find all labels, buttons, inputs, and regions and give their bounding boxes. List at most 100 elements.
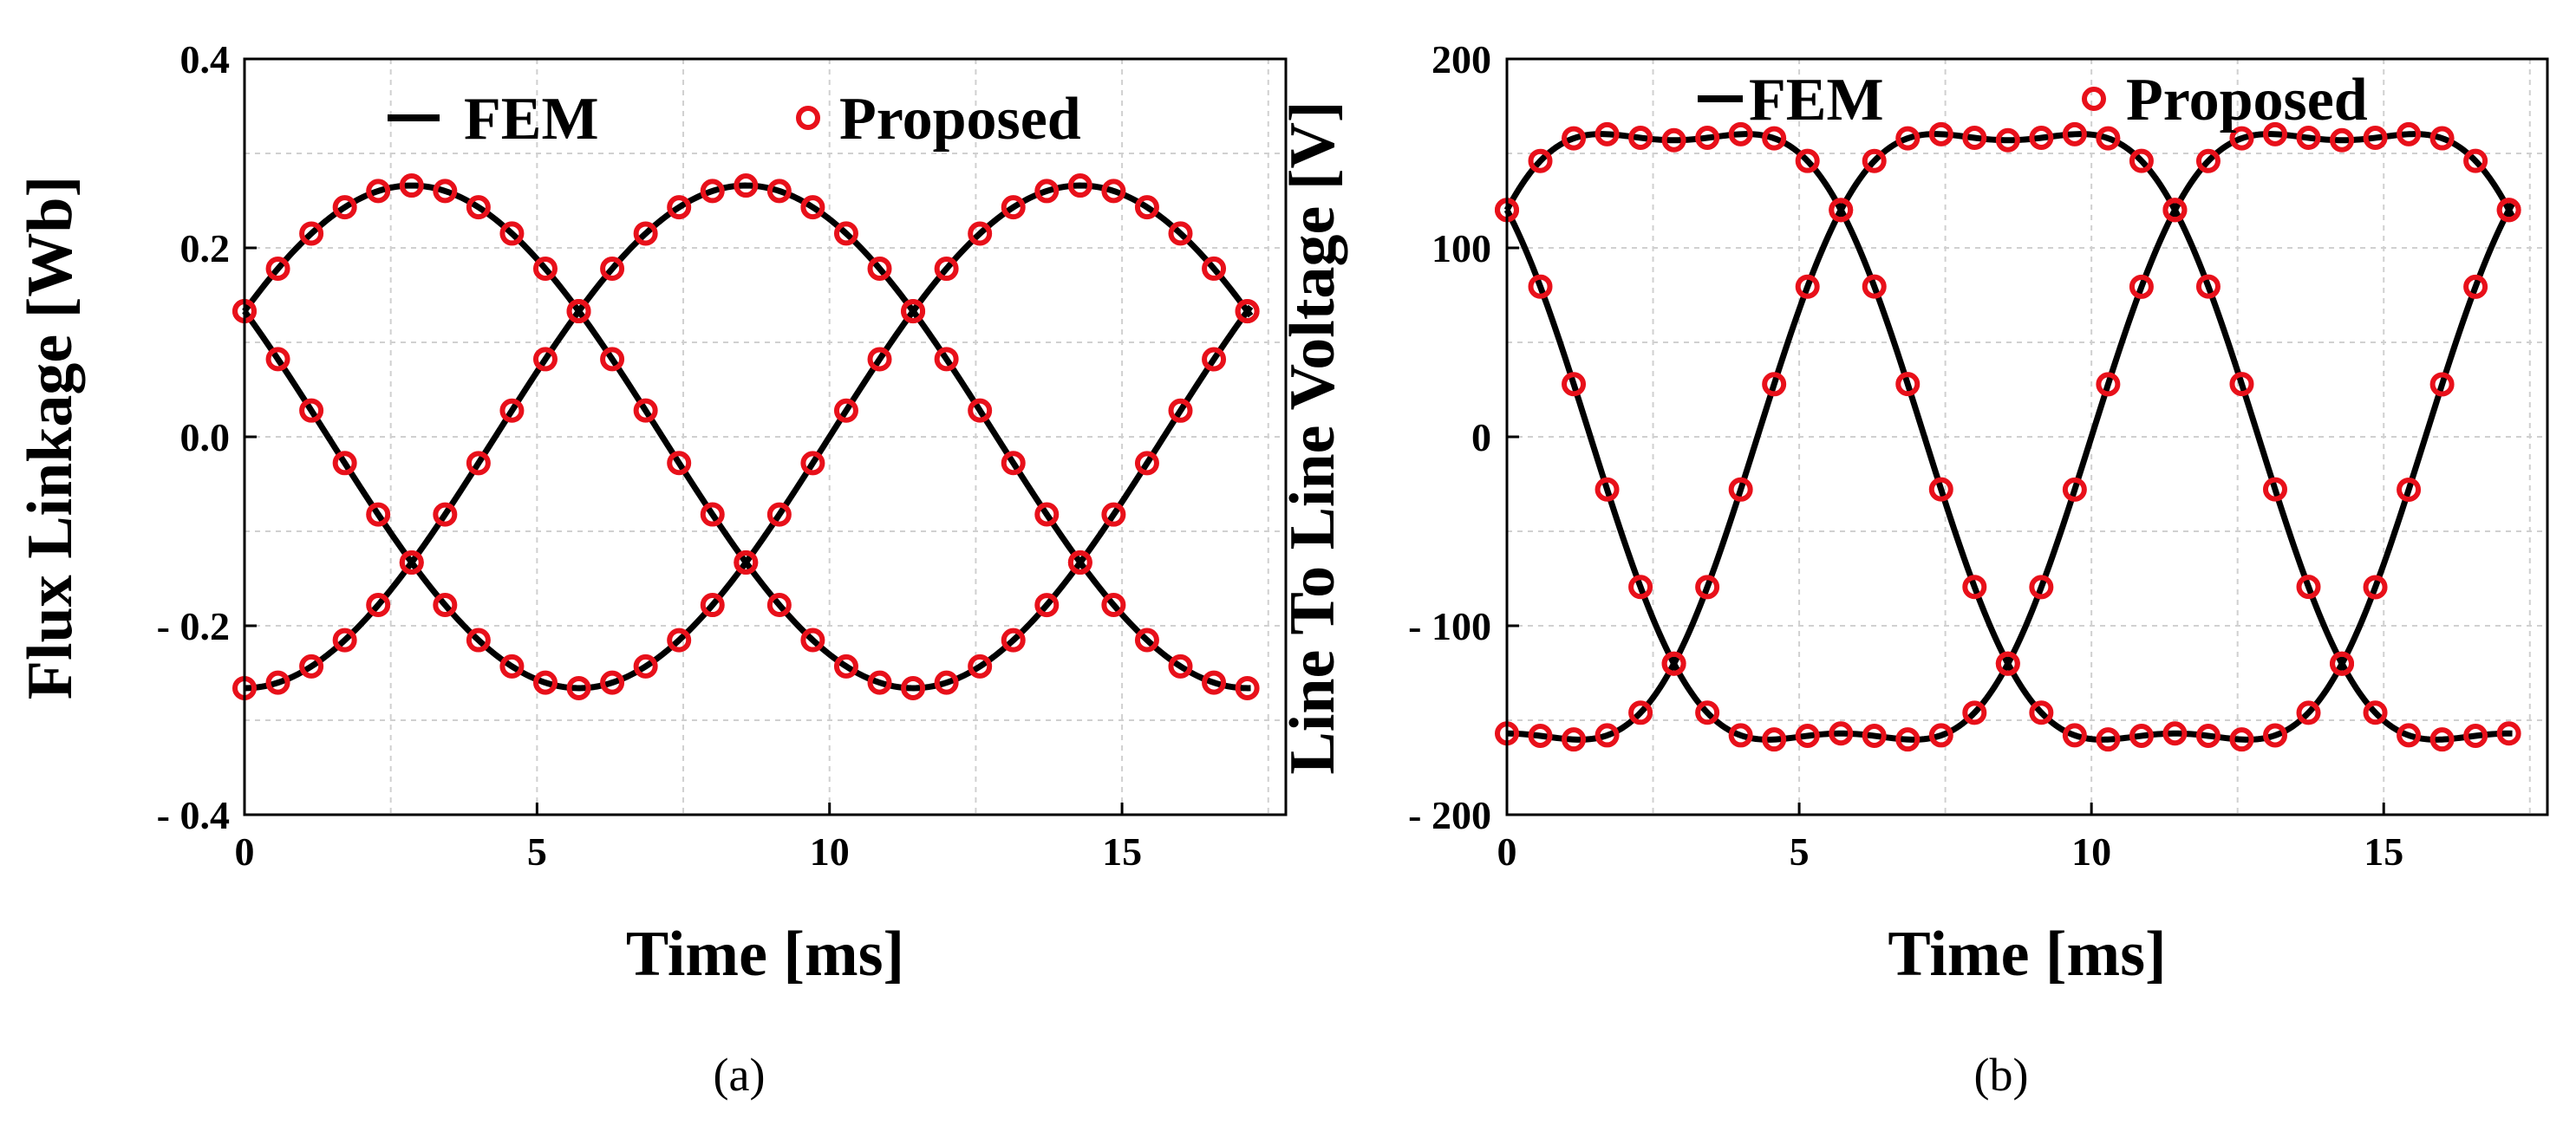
proposed-marker <box>2463 148 2488 173</box>
proposed-marker <box>2296 125 2321 150</box>
proposed-marker <box>1995 651 2020 676</box>
proposed-marker <box>1101 592 1126 617</box>
proposed-marker <box>1895 727 1921 752</box>
proposed-marker <box>332 195 357 220</box>
proposed-marker <box>2363 575 2388 600</box>
proposed-marker <box>700 593 725 618</box>
proposed-marker <box>366 179 391 204</box>
panel-caption: (a) <box>714 1049 766 1101</box>
proposed-marker <box>766 592 792 617</box>
proposed-marker <box>1001 195 1026 220</box>
proposed-marker <box>433 502 458 527</box>
proposed-marker <box>1728 723 1753 748</box>
proposed-marker <box>1562 727 1587 752</box>
proposed-marker <box>1595 121 1620 146</box>
proposed-marker <box>1001 628 1026 653</box>
proposed-marker <box>2429 372 2455 397</box>
proposed-marker <box>1695 575 1720 600</box>
proposed-marker <box>833 398 858 423</box>
proposed-marker <box>499 398 525 423</box>
legend-proposed-label: Proposed <box>839 86 1081 153</box>
x-tick-label: 10 <box>2071 829 2111 874</box>
proposed-marker <box>2029 126 2054 151</box>
proposed-marker <box>2496 198 2521 223</box>
proposed-marker <box>633 221 658 246</box>
proposed-marker <box>667 451 692 476</box>
y-tick-label: 0.2 <box>180 226 231 270</box>
proposed-marker <box>800 195 825 220</box>
proposed-marker <box>2429 126 2455 151</box>
proposed-marker <box>433 592 458 617</box>
proposed-marker <box>1235 298 1260 323</box>
chart-panel-a: 0 5 10 15 0.4 0.2 0.0 - 0.2 - 0.4 Time [ms] Flux L… <box>15 37 1288 1101</box>
proposed-marker <box>2229 126 2254 151</box>
proposed-marker <box>1895 126 1921 151</box>
proposed-marker <box>833 221 858 246</box>
y-tick-label: - 100 <box>1408 604 1491 648</box>
proposed-marker <box>1862 274 1887 299</box>
x-tick-label: 15 <box>2364 829 2403 874</box>
x-tick-label: 10 <box>810 829 850 874</box>
proposed-marker <box>2262 723 2287 748</box>
proposed-marker <box>968 654 993 679</box>
proposed-marker <box>1962 700 1987 725</box>
proposed-marker <box>1202 256 1227 281</box>
proposed-marker <box>1134 451 1159 476</box>
proposed-marker <box>1728 477 1753 502</box>
proposed-marker <box>1661 651 1686 676</box>
proposed-marker <box>2096 126 2121 151</box>
proposed-marker <box>1928 723 1953 748</box>
proposed-marker <box>968 221 993 246</box>
proposed-marker <box>299 654 324 679</box>
y-tick-label: 0 <box>1471 415 1491 459</box>
proposed-marker <box>2463 724 2488 749</box>
proposed-marker <box>2129 148 2154 173</box>
proposed-marker <box>2262 477 2287 502</box>
proposed-marker <box>1661 127 1686 153</box>
proposed-marker <box>2129 724 2154 749</box>
proposed-marker <box>1795 723 1820 748</box>
x-tick-label: 5 <box>527 829 547 874</box>
proposed-marker <box>633 398 658 423</box>
proposed-marker <box>1628 700 1653 725</box>
panel-caption: (b) <box>1974 1049 2029 1101</box>
proposed-marker <box>1762 727 1787 752</box>
proposed-marker <box>600 670 625 695</box>
proposed-marker <box>466 451 491 476</box>
proposed-marker <box>1895 372 1921 397</box>
proposed-marker <box>2195 148 2221 173</box>
x-tick-label: 5 <box>1790 829 1810 874</box>
proposed-marker <box>934 257 959 282</box>
proposed-marker <box>700 179 725 204</box>
proposed-marker <box>600 347 625 372</box>
y-tick-label: - 0.4 <box>157 793 230 837</box>
proposed-marker <box>2029 575 2054 600</box>
proposed-marker <box>1628 126 1653 151</box>
proposed-marker <box>1695 700 1720 725</box>
proposed-marker <box>499 654 525 679</box>
proposed-marker <box>2029 700 2054 725</box>
x-tick-label: 15 <box>1102 829 1142 874</box>
proposed-marker <box>2229 727 2254 752</box>
y-axis-title: Line To Line Voltage [V] <box>1277 101 1348 774</box>
proposed-marker <box>1762 372 1787 397</box>
x-tick-label: 0 <box>1497 829 1517 874</box>
proposed-marker <box>1034 179 1060 204</box>
proposed-marker <box>600 257 625 282</box>
proposed-marker <box>265 347 290 372</box>
x-axis-title: Time [ms] <box>1888 919 2166 990</box>
proposed-marker <box>265 670 290 695</box>
proposed-marker <box>934 347 959 372</box>
proposed-marker <box>1628 575 1653 600</box>
proposed-marker <box>532 256 558 281</box>
proposed-marker <box>1528 148 1553 173</box>
proposed-marker <box>1829 198 1854 223</box>
proposed-marker <box>1134 628 1159 653</box>
proposed-marker <box>901 675 926 700</box>
proposed-marker <box>1528 723 1553 748</box>
proposed-marker <box>734 173 759 198</box>
proposed-marker <box>734 550 759 576</box>
proposed-marker <box>265 256 290 281</box>
proposed-marker <box>934 670 959 695</box>
proposed-marker <box>2195 274 2221 299</box>
